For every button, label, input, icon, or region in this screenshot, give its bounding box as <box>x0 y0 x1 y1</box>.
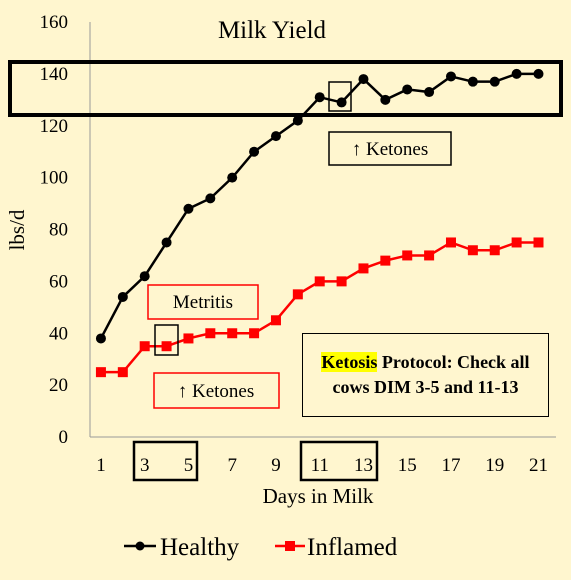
x-axis-label: Days in Milk <box>263 484 374 508</box>
inflamed-point <box>95 367 106 378</box>
healthy-point <box>227 172 238 183</box>
inflamed-point <box>205 328 216 339</box>
ketosis-protocol-text: Ketosis Protocol: Check all cows DIM 3-5… <box>309 350 542 400</box>
healthy-ketones-box <box>328 131 452 166</box>
inflamed-point <box>511 237 522 248</box>
ketosis-highlight: Ketosis <box>321 352 378 372</box>
healthy-point <box>533 68 544 79</box>
y-tick-label: 20 <box>49 375 68 396</box>
protocol-rest-text: Protocol: Check all cows DIM 3-5 and 11-… <box>332 352 530 397</box>
y-tick-label: 160 <box>40 12 69 33</box>
ketosis-protocol-box: Ketosis Protocol: Check all cows DIM 3-5… <box>302 333 549 417</box>
legend-inflamed-marker <box>285 541 295 551</box>
ketones-point-box <box>328 81 352 112</box>
healthy-point <box>139 271 150 282</box>
healthy-point <box>489 76 500 87</box>
inflamed-point <box>424 250 435 261</box>
healthy-point <box>95 333 106 344</box>
healthy-point <box>424 87 435 98</box>
healthy-ketones-label: ↑ Ketones <box>352 139 429 160</box>
inflamed-point <box>227 328 238 339</box>
healthy-point <box>445 71 456 82</box>
inflamed-point <box>467 245 478 256</box>
inflamed-point <box>314 276 325 287</box>
healthy-point <box>380 94 391 105</box>
healthy-point <box>292 115 303 126</box>
x-tick-label: 17 <box>441 455 460 476</box>
dim-11-13-box <box>299 440 379 482</box>
inflamed-point <box>445 237 456 248</box>
x-tick-label: 21 <box>529 455 548 476</box>
legend-healthy-marker <box>135 541 145 551</box>
inflamed-point <box>489 245 500 256</box>
healthy-point <box>270 131 281 142</box>
x-tick-label: 5 <box>184 455 194 476</box>
healthy-point <box>336 97 347 108</box>
metritis-point-box <box>154 324 179 356</box>
y-tick-label: 60 <box>49 271 68 292</box>
healthy-point <box>511 68 522 79</box>
inflamed-point <box>380 255 391 266</box>
y-tick-label: 0 <box>59 427 69 448</box>
inflamed-point <box>270 315 281 326</box>
series-layer <box>95 68 544 378</box>
healthy-point <box>205 193 216 204</box>
inflamed-point <box>183 333 194 344</box>
legend-healthy-label: Healthy <box>160 534 240 561</box>
healthy-point <box>249 146 260 157</box>
inflamed-ketones-label: ↑ Ketones <box>178 381 255 402</box>
legend: Healthy Inflamed <box>124 534 398 561</box>
y-tick-label: 40 <box>49 323 68 344</box>
y-tick-label: 80 <box>49 220 68 241</box>
metritis-box <box>147 284 259 320</box>
healthy-point <box>402 84 413 95</box>
chart-title: Milk Yield <box>218 17 327 44</box>
inflamed-point <box>117 367 128 378</box>
y-tick-label: 140 <box>40 64 69 85</box>
x-tick-label: 9 <box>271 455 281 476</box>
y-tick-label: 120 <box>40 116 69 137</box>
inflamed-point <box>292 289 303 300</box>
inflamed-point <box>249 328 260 339</box>
inflamed-point <box>402 250 413 261</box>
x-tick-label: 7 <box>227 455 237 476</box>
x-tick-label: 19 <box>485 455 504 476</box>
dim-3-5-box <box>132 440 199 482</box>
healthy-point <box>183 203 194 214</box>
x-tick-labels: 1 3 5 7 9 11 13 15 17 19 21 <box>96 455 548 476</box>
x-tick-label: 11 <box>311 455 329 476</box>
inflamed-point <box>358 263 369 274</box>
healthy-point <box>117 291 128 302</box>
healthy-point <box>467 76 478 87</box>
y-tick-labels: 0 20 40 60 80 100 120 140 160 <box>40 12 69 448</box>
x-tick-label: 15 <box>398 455 417 476</box>
inflamed-point <box>533 237 544 248</box>
healthy-point <box>358 74 369 85</box>
legend-inflamed-label: Inflamed <box>307 534 398 561</box>
metritis-label: Metritis <box>173 292 233 313</box>
inflamed-point <box>139 341 150 352</box>
inflamed-point <box>161 341 172 352</box>
y-tick-label: 100 <box>40 168 69 189</box>
x-tick-label: 3 <box>140 455 150 476</box>
plateau-highlight-box <box>8 60 563 117</box>
inflamed-point <box>336 276 347 287</box>
x-tick-label: 1 <box>96 455 106 476</box>
healthy-point <box>314 92 325 103</box>
healthy-point <box>161 237 172 248</box>
x-tick-label: 13 <box>354 455 373 476</box>
inflamed-ketones-box <box>153 372 280 409</box>
y-axis-label: lbs/d <box>5 209 29 250</box>
